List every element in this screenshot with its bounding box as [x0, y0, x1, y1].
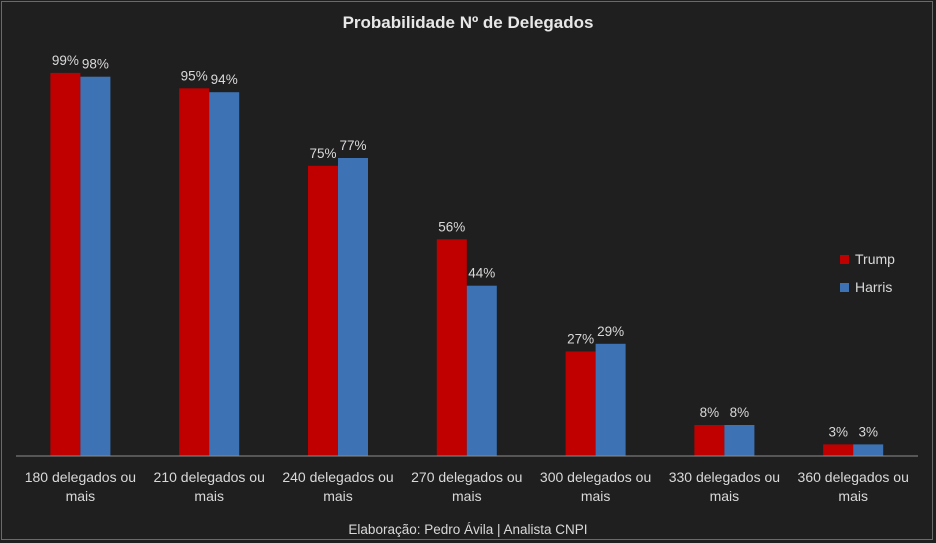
bar-harris-2	[338, 158, 368, 456]
legend-swatch-trump	[840, 255, 849, 264]
bar-trump-5	[694, 425, 725, 456]
value-label-harris-4: 29%	[597, 324, 624, 339]
category-label-4-line-1: mais	[581, 488, 611, 504]
value-label-harris-0: 98%	[82, 57, 109, 72]
category-label-5-line-1: mais	[710, 488, 740, 504]
bar-trump-4	[565, 351, 596, 456]
value-label-trump-5: 8%	[700, 405, 720, 420]
bar-harris-1	[209, 92, 240, 456]
value-label-harris-1: 94%	[211, 72, 238, 87]
value-label-trump-0: 99%	[52, 53, 79, 68]
bars-group	[50, 72, 884, 457]
value-label-trump-3: 56%	[438, 219, 465, 234]
category-label-0-line-0: 180 delegados ou	[25, 469, 136, 485]
value-label-harris-5: 8%	[730, 405, 750, 420]
category-label-3-line-0: 270 delegados ou	[411, 469, 522, 485]
category-label-1-line-1: mais	[194, 488, 224, 504]
category-label-6-line-0: 360 delegados ou	[798, 469, 909, 485]
bar-trump-3	[436, 239, 467, 456]
category-label-2-line-1: mais	[323, 488, 353, 504]
category-label-1-line-0: 210 delegados ou	[154, 469, 265, 485]
value-label-trump-1: 95%	[181, 68, 208, 83]
category-label-6-line-1: mais	[838, 488, 868, 504]
value-labels-group: 99% 98% 95% 94% 75%77% 56% 44% 27%29% 8% 8% 3% 3%	[52, 53, 878, 439]
legend-swatch-harris	[840, 283, 849, 292]
category-label-5-line-0: 330 delegados ou	[669, 469, 780, 485]
bar-harris-6	[853, 444, 884, 456]
category-label-3-line-1: mais	[452, 488, 482, 504]
bar-trump-0	[50, 72, 81, 457]
bar-harris-5	[724, 425, 755, 456]
bar-harris-0	[80, 76, 111, 456]
x-axis-ticks: 180 delegados ou mais 210 delegados ou mais…	[25, 469, 909, 504]
value-label-trump-4: 27%	[567, 332, 594, 347]
category-label-4-line-0: 300 delegados ou	[540, 469, 651, 485]
bar-harris-4	[595, 343, 626, 456]
legend: Trump Harris	[840, 251, 895, 295]
chart-title: Probabilidade Nº de Delegados	[343, 13, 594, 32]
bar-harris-3	[466, 285, 497, 456]
value-label-harris-6: 3%	[858, 424, 878, 439]
value-label-harris-3: 44%	[468, 266, 495, 281]
value-label-trump-6: 3%	[828, 424, 848, 439]
category-label-2-line-0: 240 delegados ou	[282, 469, 393, 485]
value-label-harris-2: 77%	[339, 138, 366, 153]
footer-caption: Elaboração: Pedro Ávila | Analista CNPI	[348, 522, 587, 537]
bar-trump-1	[179, 88, 210, 457]
bar-trump-2	[308, 165, 338, 457]
category-label-0-line-1: mais	[66, 488, 96, 504]
legend-label-trump: Trump	[855, 251, 895, 267]
value-label-trump-2: 75%	[309, 146, 336, 161]
bar-trump-6	[823, 444, 854, 456]
legend-label-harris: Harris	[855, 279, 892, 295]
